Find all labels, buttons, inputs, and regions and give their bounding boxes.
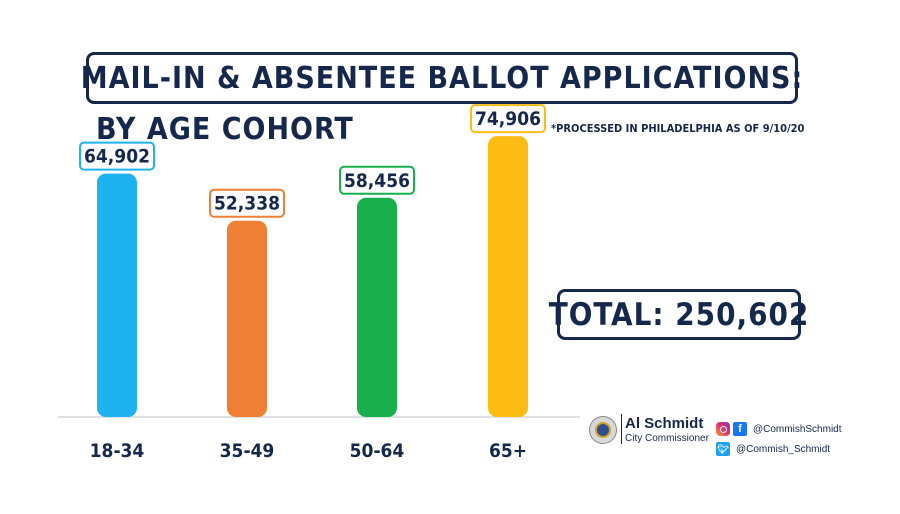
chart-subtitle: BY AGE COHORT xyxy=(96,112,354,147)
bars-group: 64,902 18-34 52,338 35-49 58,456 50-64 74,906 6… xyxy=(79,104,546,462)
instagram-icon[interactable] xyxy=(716,422,730,436)
bar-18-34 xyxy=(97,173,137,417)
commissioner-role: City Commissioner xyxy=(625,433,709,444)
value-label-box-50-64 xyxy=(339,165,415,195)
title-box: MAIL-IN & ABSENTEE BALLOT APPLICATIONS: xyxy=(81,52,802,104)
value-label-box-65+ xyxy=(470,104,546,134)
chart-title: MAIL-IN & ABSENTEE BALLOT APPLICATIONS: xyxy=(80,60,804,96)
total-label: TOTAL: 250,602 xyxy=(548,296,810,333)
bar-50-64 xyxy=(357,197,397,417)
social-row-twitter: 🐦︎ @Commish_Schmidt xyxy=(716,442,830,456)
category-label-50-64: 50-64 xyxy=(350,440,405,462)
value-label-65+: 74,906 xyxy=(475,108,541,130)
total-box: TOTAL: 250,602 xyxy=(549,289,808,340)
social-row-instagram-facebook: f @CommishSchmidt xyxy=(716,422,842,436)
footer-branding: Al Schmidt City Commissioner f @CommishS… xyxy=(589,412,869,462)
value-label-box-35-49 xyxy=(209,188,285,218)
category-label-35-49: 35-49 xyxy=(220,440,275,462)
twitter-handle: @Commish_Schmidt xyxy=(736,443,831,455)
footer-divider xyxy=(621,414,622,444)
bar-65+ xyxy=(488,136,528,418)
commissioner-name: Al Schmidt xyxy=(625,415,704,432)
bar-35-49 xyxy=(227,220,267,417)
instagram-facebook-handle: @CommishSchmidt xyxy=(753,423,842,435)
category-label-18-34: 18-34 xyxy=(90,440,145,462)
facebook-icon[interactable]: f xyxy=(733,422,747,436)
value-label-35-49: 52,338 xyxy=(214,193,280,215)
twitter-icon[interactable]: 🐦︎ xyxy=(716,442,730,456)
value-label-18-34: 64,902 xyxy=(84,146,150,168)
chart-footnote: *PROCESSED IN PHILADELPHIA AS OF 9/10/20 xyxy=(551,122,805,135)
seal-icon xyxy=(589,416,617,444)
value-label-box-18-34 xyxy=(79,141,155,171)
category-label-65+: 65+ xyxy=(489,440,527,462)
value-label-50-64: 58,456 xyxy=(344,170,410,192)
